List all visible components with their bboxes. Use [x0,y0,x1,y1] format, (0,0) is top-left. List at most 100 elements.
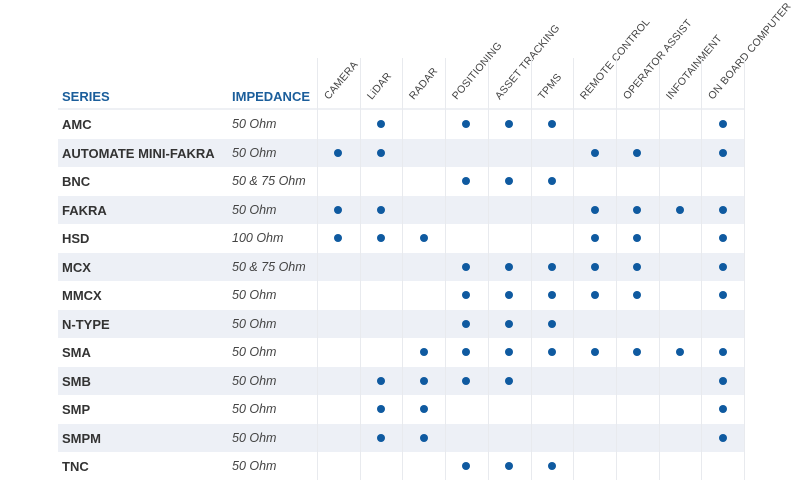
column-divider [487,58,489,480]
series-name: BNC [62,174,91,189]
table-row: SMPM 50 Ohm [58,423,744,452]
impedance-value: 50 Ohm [232,373,277,388]
table-row: TNC 50 Ohm [58,452,744,481]
dot-icon [505,120,514,128]
dot-icon [377,234,386,242]
column-divider [402,58,404,480]
dot-icon [334,205,343,214]
impedance-value: 50 Ohm [232,402,277,416]
dot-icon [505,348,514,356]
column-header-label: RADAR [407,65,441,102]
dot-icon [718,405,727,413]
column-header-label: TPMS [535,71,564,102]
series-name: TNC [62,459,89,474]
table-row: BNC 50 & 75 Ohm [58,167,744,196]
column-divider [701,58,703,480]
series-name: FAKRA [62,202,107,218]
table-header: SERIES IMPEDANCE CAMERA LiDAR RADAR POSITIO… [58,0,794,110]
dot-icon [505,462,514,470]
dot-icon [718,262,727,271]
table-row: AUTOMATE MINI-FAKRA 50 Ohm [58,138,744,167]
impedance-value: 50 Ohm [232,202,277,217]
dot-icon [633,348,642,356]
dot-icon [590,234,599,242]
series-name: SMP [62,402,91,417]
impedance-value: 50 & 75 Ohm [232,174,306,188]
series-name: N-TYPE [62,316,110,332]
dot-icon [547,291,556,299]
series-name: SMPM [62,430,101,446]
impedance-value: 50 Ohm [232,316,277,331]
column-divider [359,58,361,480]
dot-icon [547,462,556,470]
table-row: MMCX 50 Ohm [58,281,744,310]
dot-icon [505,319,514,328]
dot-icon [718,376,727,385]
dot-icon [505,376,514,385]
table-row: SMA 50 Ohm [58,338,744,367]
impedance-value: 50 Ohm [232,145,277,160]
series-name: MMCX [62,288,102,303]
table-row: N-TYPE 50 Ohm [58,309,744,338]
column-divider [530,58,532,480]
dot-icon [633,205,642,214]
dot-icon [505,177,514,185]
dot-icon [505,291,514,299]
dot-icon [675,348,684,356]
dot-icon [633,291,642,299]
dot-icon [590,291,599,299]
dot-icon [462,120,471,128]
dot-icon [419,234,428,242]
dot-icon [462,177,471,185]
dot-icon [462,462,471,470]
dot-icon [590,348,599,356]
dot-icon [334,234,343,242]
table-row: MCX 50 & 75 Ohm [58,252,744,281]
impedance-value: 50 & 75 Ohm [232,259,306,274]
impedance-value: 50 Ohm [232,345,277,359]
impedance-header: IMPEDANCE [232,89,311,104]
impedance-value: 50 Ohm [232,117,277,131]
dot-icon [377,120,386,128]
dot-icon [718,120,727,128]
column-header-label: ON BOARD COMPUTER [706,0,794,102]
column-divider [658,58,660,480]
dot-icon [419,405,428,413]
impedance-value: 50 Ohm [232,288,277,302]
column-divider [573,58,575,480]
dot-icon [633,148,642,157]
dot-icon [462,376,471,385]
column-divider [317,58,318,480]
dot-icon [718,148,727,157]
table-row: SMP 50 Ohm [58,395,744,424]
dot-icon [547,177,556,185]
dot-icon [718,291,727,299]
dot-icon [547,120,556,128]
series-name: SMB [62,373,91,389]
dot-icon [462,291,471,299]
series-name: MCX [62,259,91,275]
dot-icon [377,376,386,385]
dot-icon [377,148,386,157]
dot-icon [718,433,727,442]
dot-icon [718,348,727,356]
table-row: SMB 50 Ohm [58,366,744,395]
dot-icon [377,433,386,442]
dot-icon [547,319,556,328]
column-header-label: CAMERA [321,58,361,102]
dot-icon [419,348,428,356]
impedance-value: 100 Ohm [232,231,284,245]
dot-icon [462,262,471,271]
series-name: AMC [62,117,92,132]
series-name: AUTOMATE MINI-FAKRA [62,145,215,161]
dot-icon [675,205,684,214]
column-header-label: LiDAR [364,70,394,102]
series-name: SMA [62,345,91,360]
impedance-value: 50 Ohm [232,430,277,445]
dot-icon [590,205,599,214]
table-row: FAKRA 50 Ohm [58,195,744,224]
dot-icon [590,262,599,271]
dot-icon [419,376,428,385]
dot-icon [334,148,343,157]
dot-icon [505,262,514,271]
